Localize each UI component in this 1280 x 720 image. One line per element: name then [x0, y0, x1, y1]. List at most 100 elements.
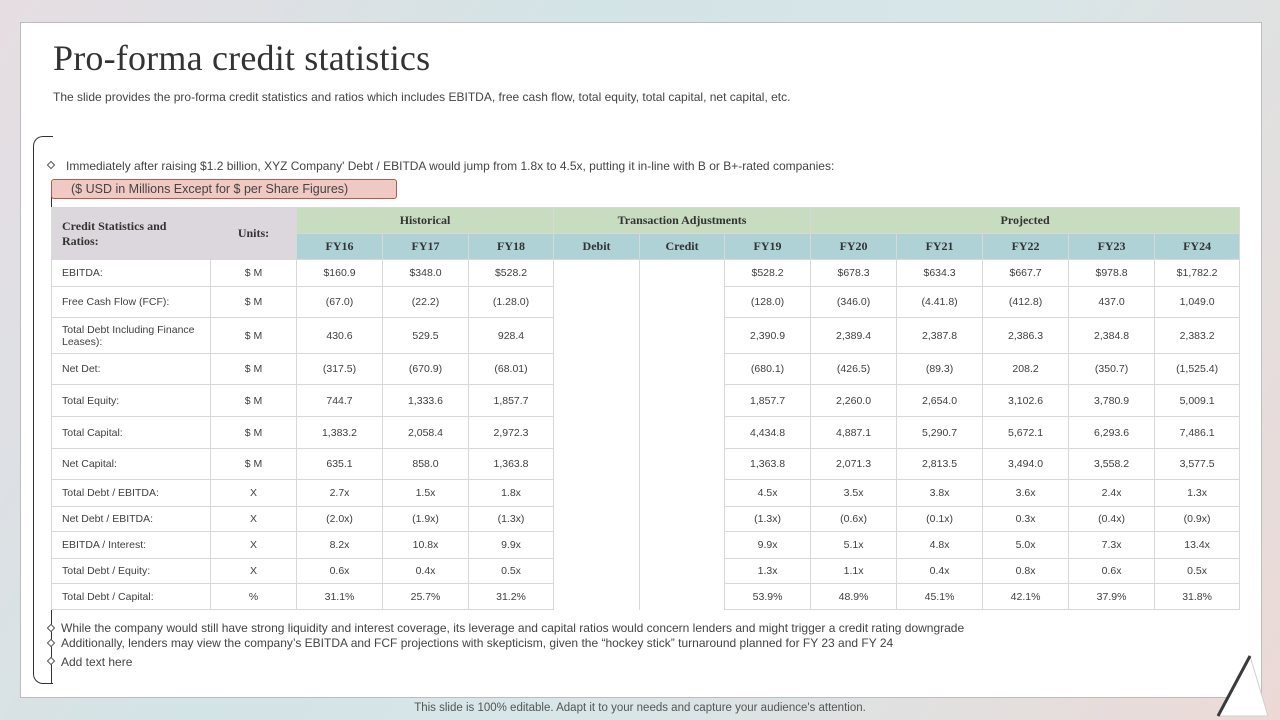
table-cell: $ M [210, 384, 297, 417]
credit-statistics-table: Credit Statistics and Ratios: Units: His… [51, 207, 1241, 610]
debit-cell [553, 479, 641, 507]
table-cell: (4.41.8) [896, 286, 984, 318]
debit-cell [553, 506, 641, 532]
credit-cell [639, 448, 726, 480]
header-debit: Debit [553, 233, 641, 260]
table-cell: $ M [210, 353, 297, 385]
table-row: Total Debt / Capital:% 31.1% 25.7% 31.2% 53.… [51, 583, 1241, 610]
table-cell: 2,386.3 [982, 317, 1070, 354]
table-cell: (670.9) [382, 353, 469, 385]
table-cell: 0.4x [896, 558, 984, 584]
header-fy18: FY18 [467, 233, 555, 260]
table-cell: 208.2 [982, 353, 1070, 385]
corner-triangle-icon [1216, 654, 1269, 717]
table-cell: 25.7% [382, 583, 469, 610]
table-cell: 2,972.3 [467, 416, 555, 449]
table-row: Total Debt / Equity: X 0.6x 0.4x 0.5x 1.3x 1.1… [51, 558, 1241, 584]
table-cell: 4.5x [724, 479, 812, 507]
table-cell: X [210, 479, 297, 507]
table-cell: 2,384.8 [1068, 317, 1156, 354]
table-cell: (89.3) [896, 353, 984, 385]
table-cell: 2,813.5 [896, 448, 984, 480]
table-row: Net Debt / EBITDA: X (2.0x) (1.9x) (1.3x) (1.… [51, 506, 1241, 532]
table-cell: 3,577.5 [1154, 448, 1241, 480]
table-body: EBITDA: $ M $160.9 $348.0 $528.2 $528.2 $678.3… [51, 259, 1241, 610]
units-note-badge: ($ USD in Millions Except for $ per Shar… [51, 179, 397, 199]
table-row: EBITDA: $ M $160.9 $348.0 $528.2 $528.2 $678.3… [51, 259, 1241, 287]
table-cell: 0.8x [982, 558, 1070, 584]
table-cell: X [210, 531, 297, 559]
row-label: Total Debt / Equity: [51, 558, 211, 584]
table-cell: $667.7 [982, 259, 1070, 287]
table-cell: (128.0) [724, 286, 812, 318]
table-cell: 7,486.1 [1154, 416, 1241, 449]
table-cell: 3,494.0 [982, 448, 1070, 480]
table-cell: 5.0x [982, 531, 1070, 559]
row-label: Total Capital: [51, 416, 211, 449]
table-cell: (0.9x) [1154, 506, 1241, 532]
table-row: Free Cash Flow (FCF): $ M (67.0) (22.2) (1.2… [51, 286, 1241, 318]
table-cell: $ M [210, 286, 297, 318]
row-label: Net Det: [51, 353, 211, 385]
table-cell: $ M [210, 259, 297, 287]
table-cell: (1,525.4) [1154, 353, 1241, 385]
table-cell: 1.8x [467, 479, 555, 507]
table-cell: 5,290.7 [896, 416, 984, 449]
table-cell: (1.3x) [724, 506, 812, 532]
table-cell: 4,887.1 [810, 416, 898, 449]
header-projected: Projected [810, 207, 1241, 234]
table-cell: 3.6x [982, 479, 1070, 507]
table-row: Total Capital: $ M 1,383.2 2,058.4 2,972.3 4,… [51, 416, 1241, 449]
footnote-bullet-3[interactable]: Add text here [61, 655, 133, 669]
header-fy23: FY23 [1068, 233, 1156, 260]
table-cell: 3,102.6 [982, 384, 1070, 417]
table-cell: 1,383.2 [296, 416, 383, 449]
table-cell: (0.4x) [1068, 506, 1156, 532]
credit-cell [639, 506, 726, 532]
table-cell: 0.5x [1154, 558, 1241, 584]
table-cell: $ M [210, 448, 297, 480]
debit-cell [553, 259, 641, 287]
table-cell: 3.8x [896, 479, 984, 507]
table-cell: 2,654.0 [896, 384, 984, 417]
table-cell: 2.4x [1068, 479, 1156, 507]
debit-cell [553, 416, 641, 449]
debit-cell [553, 448, 641, 480]
footnote-bullet-2: Additionally, lenders may view the compa… [61, 636, 894, 650]
table-cell: 1,049.0 [1154, 286, 1241, 318]
header-fy19: FY19 [724, 233, 812, 260]
table-cell: 1,363.8 [467, 448, 555, 480]
row-label: Total Debt / EBITDA: [51, 479, 211, 507]
table-cell: 37.9% [1068, 583, 1156, 610]
table-cell: 2,071.3 [810, 448, 898, 480]
table-cell: 0.3x [982, 506, 1070, 532]
table-cell: 2,260.0 [810, 384, 898, 417]
slide-footer: This slide is 100% editable. Adapt it to… [414, 702, 866, 714]
table-cell: 3,558.2 [1068, 448, 1156, 480]
table-cell: 0.6x [1068, 558, 1156, 584]
table-cell: (0.1x) [896, 506, 984, 532]
table-cell: (2.0x) [296, 506, 383, 532]
header-fy16: FY16 [296, 233, 383, 260]
credit-cell [639, 416, 726, 449]
table-row: EBITDA / Interest: X 8.2x 10.8x 9.9x 9.9x 5.1x… [51, 531, 1241, 559]
table-cell: % [210, 583, 297, 610]
table-cell: 1,857.7 [467, 384, 555, 417]
table-cell: (67.0) [296, 286, 383, 318]
table-cell: 437.0 [1068, 286, 1156, 318]
table-cell: 48.9% [810, 583, 898, 610]
credit-cell [639, 531, 726, 559]
page-subtitle: The slide provides the pro-forma credit … [53, 90, 791, 104]
table-cell: 1.1x [810, 558, 898, 584]
table-cell: $678.3 [810, 259, 898, 287]
header-credit-statistics: Credit Statistics and Ratios: [51, 207, 211, 260]
table-cell: 10.8x [382, 531, 469, 559]
table-cell: $634.3 [896, 259, 984, 287]
debit-cell [553, 583, 641, 610]
debit-cell [553, 286, 641, 318]
credit-cell [639, 479, 726, 507]
row-label: EBITDA / Interest: [51, 531, 211, 559]
table-cell: 13.4x [1154, 531, 1241, 559]
table-cell: $528.2 [724, 259, 812, 287]
table-cell: (22.2) [382, 286, 469, 318]
